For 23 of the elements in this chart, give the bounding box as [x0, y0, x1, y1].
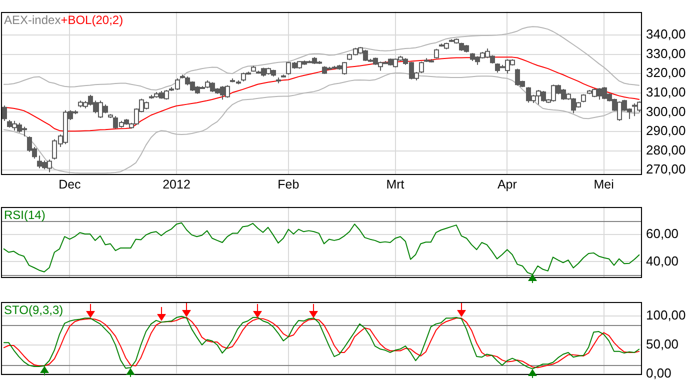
- x-tick-label: Feb: [278, 178, 300, 192]
- y-tick-label: 300,00: [646, 104, 686, 119]
- text: RSI(14): [4, 208, 46, 222]
- text: +BOL(20;2): [60, 12, 124, 27]
- x-tick-label: Apr: [497, 178, 517, 192]
- y-tick-label: 50,00: [646, 336, 679, 352]
- x-tick-label: 2012: [162, 178, 190, 192]
- y-tick-label: 290,00: [646, 123, 686, 138]
- y-tick-label: 60,00: [646, 226, 679, 241]
- y-tick-label: 310,00: [646, 84, 686, 100]
- y-tick-label: 280,00: [646, 142, 686, 158]
- chart-title: AEX-index: [4, 12, 61, 27]
- y-tick-label: 100,00: [646, 307, 686, 322]
- y-tick-label: 270,00: [646, 162, 686, 177]
- y-tick-label: 40,00: [646, 253, 679, 268]
- y-tick-label: 330,00: [646, 46, 686, 61]
- x-tick-label: Mei: [594, 178, 614, 192]
- series-label: STO(9,3,3): [4, 302, 64, 317]
- y-tick-label: 0,00: [646, 366, 672, 381]
- y-tick-label: 320,00: [646, 65, 686, 80]
- x-tick-label: Dec: [58, 178, 81, 192]
- x-tick-label: Mrt: [386, 178, 405, 192]
- y-tick-label: 340,00: [646, 26, 686, 42]
